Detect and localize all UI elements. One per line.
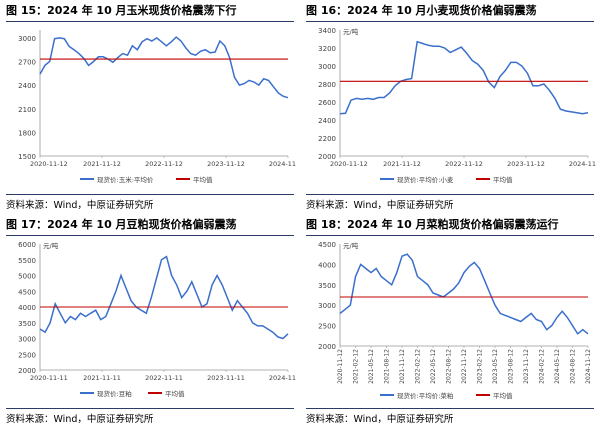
x-tick-label: 2024-08-12 <box>570 349 577 384</box>
y-tick-label: 4500 <box>318 241 336 249</box>
y-tick-label: 2000 <box>318 153 336 161</box>
x-tick-label: 2022-11-12 <box>445 160 483 168</box>
legend-label-average: 平均值 <box>493 175 513 184</box>
x-tick-label: 2023-11-12 <box>207 160 245 168</box>
y-tick-label: 2600 <box>318 99 336 107</box>
legend-label-price: 现货价:豆粕 <box>97 389 132 398</box>
y-unit-label: 元/吨 <box>343 241 359 250</box>
legend-label-price: 现货价:平均价:菜粕 <box>397 391 453 400</box>
y-unit-label: 元/吨 <box>343 27 359 36</box>
x-tick-label: 2021-11-11 <box>83 374 121 382</box>
y-tick-label: 4500 <box>18 288 36 296</box>
x-tick-label: 2021-02-12 <box>353 349 360 384</box>
x-tick-label: 2022-11-11 <box>145 374 183 382</box>
y-tick-label: 3500 <box>318 282 336 290</box>
y-tick-label: 2800 <box>318 81 336 89</box>
chart-wheat: 2000 2200 2400 2600 2800 3000 3200 3400 元/吨 2020-… <box>318 27 596 184</box>
chart-panel-wheat: 图 16：2024 年 10 月小麦现货价格偏弱震荡 2000 2200 2400 2… <box>300 0 600 214</box>
y-tick-label: 1500 <box>18 153 36 161</box>
x-tick-label: 2021-11-12 <box>83 160 121 168</box>
y-tick-label: 2700 <box>18 59 36 67</box>
chart-source: 资料来源：Wind，中原证券研究所 <box>306 408 594 425</box>
x-tick-label: 2020-11-12 <box>337 349 344 384</box>
y-tick-label: 4000 <box>18 304 36 312</box>
series-line-price <box>339 253 589 335</box>
y-tick-label: 2400 <box>318 117 336 125</box>
chart-panel-corn: 图 15：2024 年 10 月玉米现货价格震荡下行 1500 1800 2100 2… <box>0 0 300 214</box>
y-tick-label: 1800 <box>18 129 36 137</box>
x-tick-label: 2022-11-12 <box>145 160 183 168</box>
chart-panel-soymeal: 图 17：2024 年 10 月豆粕现货价格偏弱震荡 2000 2500 3000 3… <box>0 214 300 428</box>
series-line-price <box>39 36 289 99</box>
y-tick-label: 4000 <box>318 261 336 269</box>
x-tick-label: 2020-11-11 <box>30 374 68 382</box>
chart-panel-rapemeal: 图 18：2024 年 10 月菜粕现货价格偏弱震荡运行 2000 2500 300… <box>300 214 600 428</box>
x-tick-label: 2024-11 <box>569 160 596 168</box>
x-tick-label: 2024-11 <box>269 374 296 382</box>
x-tick-label: 2021-11-12 <box>383 160 421 168</box>
chart-title: 图 16：2024 年 10 月小麦现货价格偏弱震荡 <box>306 3 594 22</box>
x-tick-label: 2022-02-12 <box>415 349 422 384</box>
y-tick-label: 2000 <box>18 367 36 375</box>
chart-rapemeal: 2000 2500 3000 3500 4000 4500 元/吨 2020-11-12 202… <box>318 241 592 400</box>
y-tick-label: 3400 <box>318 27 336 35</box>
x-tick-label: 2023-11-12 <box>523 349 530 384</box>
series-line-price <box>39 255 289 340</box>
y-tick-label: 3500 <box>18 320 36 328</box>
x-tick-label: 2024-11-12 <box>585 349 592 384</box>
x-tick-label: 2023-11-11 <box>207 374 245 382</box>
chart-soymeal: 2000 2500 3000 3500 4000 4500 5000 5500 6000 元/吨 2… <box>18 241 296 398</box>
y-unit-label: 元/吨 <box>43 241 59 250</box>
chart-corn: 1500 1800 2100 2400 2700 3000 2020-11-12 2021-1… <box>18 30 296 184</box>
x-tick-label: 2023-08-12 <box>508 349 515 384</box>
x-tick-label: 2020-11-12 <box>330 160 368 168</box>
x-tick-label: 2022-05-12 <box>430 349 437 384</box>
y-tick-label: 3000 <box>318 63 336 71</box>
series-line-price <box>339 40 589 115</box>
x-tick-label: 2024-02-12 <box>539 349 546 384</box>
legend-label-average: 平均值 <box>193 175 213 184</box>
y-tick-label: 5000 <box>18 273 36 281</box>
x-tick-label: 2024-05-12 <box>554 349 561 384</box>
legend-label-average: 平均值 <box>165 389 185 398</box>
legend-label-price: 现货价:玉米:平均价 <box>97 175 154 184</box>
y-tick-label: 3000 <box>318 302 336 310</box>
x-tick-label: 2021-05-12 <box>368 349 375 384</box>
y-tick-label: 2500 <box>318 323 336 331</box>
x-tick-label: 2023-05-12 <box>492 349 499 384</box>
y-tick-label: 2500 <box>18 351 36 359</box>
y-tick-label: 3000 <box>18 336 36 344</box>
y-tick-label: 5500 <box>18 257 36 265</box>
x-tick-label: 2024-11 <box>269 160 296 168</box>
legend-label-average: 平均值 <box>493 391 513 400</box>
y-tick-label: 2000 <box>318 343 336 351</box>
chart-source: 资料来源：Wind，中原证券研究所 <box>6 408 294 425</box>
x-tick-label: 2021-08-12 <box>384 349 391 384</box>
y-tick-label: 2200 <box>318 135 336 143</box>
chart-title: 图 18：2024 年 10 月菜粕现货价格偏弱震荡运行 <box>306 217 594 236</box>
x-tick-label: 2023-02-12 <box>477 349 484 384</box>
y-tick-label: 6000 <box>18 241 36 249</box>
x-tick-label: 2022-08-12 <box>446 349 453 384</box>
chart-source: 资料来源：Wind，中原证券研究所 <box>306 194 594 211</box>
y-tick-label: 3000 <box>18 35 36 43</box>
chart-title: 图 15：2024 年 10 月玉米现货价格震荡下行 <box>6 3 294 22</box>
legend-label-price: 现货价:平均价:小麦 <box>397 175 454 184</box>
y-tick-label: 3200 <box>318 45 336 53</box>
x-tick-label: 2023-11-12 <box>507 160 545 168</box>
x-tick-label: 2022-11-12 <box>461 349 468 384</box>
chart-source: 资料来源：Wind，中原证券研究所 <box>6 194 294 211</box>
chart-title: 图 17：2024 年 10 月豆粕现货价格偏弱震荡 <box>6 217 294 236</box>
y-tick-label: 2400 <box>18 82 36 90</box>
x-tick-label: 2020-11-12 <box>30 160 68 168</box>
x-tick-label: 2021-11-12 <box>399 349 406 384</box>
y-tick-label: 2100 <box>18 106 36 114</box>
